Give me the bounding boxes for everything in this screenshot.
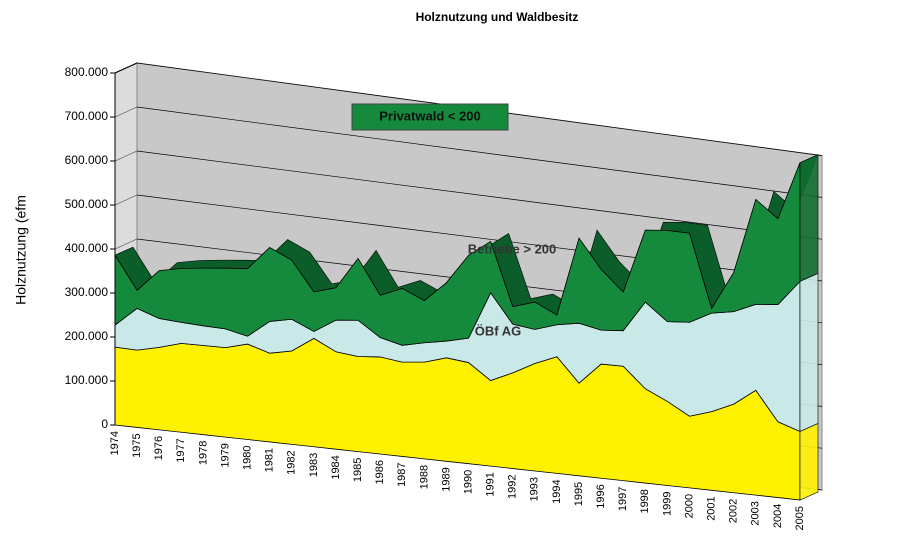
x-tick-label: 1997 [617,487,629,511]
y-tick-label: 700.000 [65,109,109,123]
x-tick-label: 1992 [507,475,519,499]
x-tick-label: 1979 [219,443,231,467]
x-tick-label: 1984 [330,455,342,479]
grid-line [114,194,138,206]
x-tick-label: 2003 [750,501,762,525]
y-axis-label: Holznutzung (efm [13,195,29,305]
x-tick-label: 2004 [772,504,784,528]
grid-line [136,106,823,198]
grid-line [114,106,138,118]
x-tick-label: 1990 [462,470,474,494]
y-tick-label: 800.000 [65,65,109,79]
y-tick-label: 0 [101,417,108,431]
area-side [799,422,819,501]
x-tick-label: 1976 [153,436,165,460]
x-tick-label: 1982 [286,450,298,474]
x-tick-label: 1980 [241,446,253,470]
series-label: Privatwald < 200 [379,108,481,123]
series-label-box [351,103,509,131]
x-tick-label: 1977 [175,438,187,462]
y-tick-label: 200.000 [65,329,109,343]
y-tick-label: 400.000 [65,241,109,255]
x-tick-label: 1974 [109,431,121,455]
x-tick-label: 1989 [440,467,452,491]
grid-line [114,238,138,250]
x-tick-label: 1993 [529,477,541,501]
x-tick-label: 2001 [706,496,718,520]
y-axis-top [114,62,138,74]
x-tick-label: 1983 [308,453,320,477]
x-tick-label: 1981 [264,448,276,472]
x-tick-label: 1998 [639,489,651,513]
chart-title: Holznutzung und Waldbesitz [416,10,579,24]
x-tick-label: 2002 [728,499,740,523]
grid-line [136,150,823,240]
x-tick-label: 1995 [573,482,585,506]
x-tick-label: 1987 [396,462,408,486]
y-tick-label: 500.000 [65,197,109,211]
x-tick-label: 1986 [374,460,386,484]
x-tick-label: 1975 [131,433,143,457]
area-side [799,154,819,282]
series-label: Betriebe > 200 [468,241,557,256]
x-tick-label: 1996 [595,484,607,508]
grid-line [114,150,138,162]
x-tick-label: 1988 [418,465,430,489]
area-side [799,272,819,432]
x-tick-label: 1985 [352,458,364,482]
y-tick-label: 600.000 [65,153,109,167]
x-tick-label: 1994 [551,479,563,503]
x-tick-label: 1991 [485,472,497,496]
y-tick-label: 300.000 [65,285,109,299]
x-tick-label: 1978 [197,441,209,465]
x-tick-label: 1999 [661,491,673,515]
x-tick-label: 2000 [683,494,695,518]
series-label: ÖBf AG [475,323,521,338]
x-tick-label: 2005 [794,506,806,530]
y-tick-label: 100.000 [65,373,109,387]
